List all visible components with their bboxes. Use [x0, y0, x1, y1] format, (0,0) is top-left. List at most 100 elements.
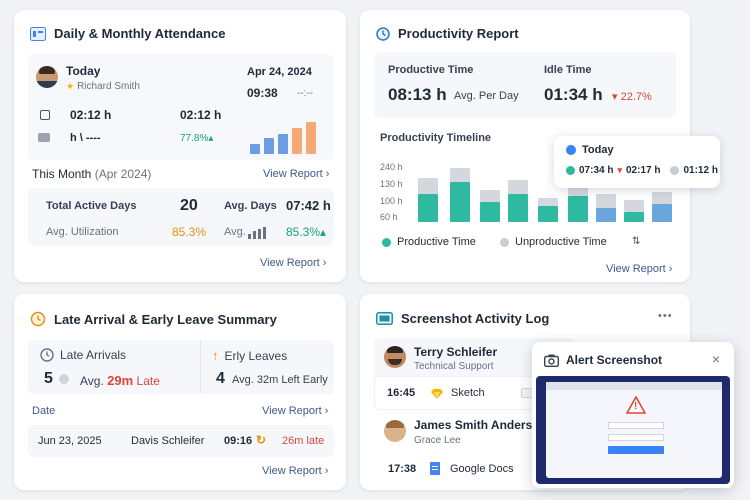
unproductive-bar [508, 180, 528, 194]
avg-per-day: Avg. Per Day [454, 90, 519, 102]
view-report-link-2[interactable]: View Report › [260, 257, 327, 269]
view-report-link[interactable]: View Report › [263, 168, 330, 180]
clock-dashes: --:-- [297, 88, 314, 99]
avg-days: 07:42 h [286, 198, 331, 213]
alert-preview[interactable]: ! [536, 376, 730, 484]
today-panel: Today ★ Richard Smith 02:12 h 02:12 h h … [28, 54, 334, 160]
mini-bar [250, 144, 260, 154]
unproductive-bar [568, 186, 588, 196]
y-label: 60 h [380, 212, 398, 222]
early-avg: Avg. 32m Left Early [232, 374, 328, 386]
productive-bar [624, 212, 644, 222]
productive-bar [508, 194, 528, 222]
down-arrow-icon: ▾ [617, 165, 622, 175]
sketch-icon [431, 387, 443, 399]
google-docs-icon [430, 462, 440, 475]
productive-time-label: Productive Time [388, 64, 474, 76]
mini-bar [278, 134, 288, 154]
late-avg: Avg. 29m Late [80, 373, 160, 388]
user1-time: 16:45 [387, 387, 416, 399]
early-count: 4 [216, 370, 225, 387]
unproductive-bar [418, 178, 438, 194]
filter-icon[interactable]: ⇅ [632, 236, 641, 247]
date-label: Date [32, 405, 56, 417]
late-row: Jun 23, 2025 Davis Schleifer 09:16 ↻ 26m… [28, 425, 334, 457]
late-stats-panel: Late Arrivals 5 Avg. 29m Late ↑ Erly Lea… [28, 340, 334, 394]
total-active-days: 20 [180, 197, 198, 214]
productivity-title: Productivity Report [376, 26, 519, 41]
view-report-link-4[interactable]: View Report › [262, 405, 329, 417]
checkbox-icon [40, 110, 50, 120]
productive-bar [652, 204, 672, 222]
row-name: Davis Schleifer [131, 435, 205, 447]
unproductive-bar [450, 168, 470, 182]
camera-icon [544, 354, 559, 367]
late-arrivals-label: Late Arrivals [40, 348, 126, 362]
more-options-icon[interactable]: ••• [658, 310, 673, 322]
avatar [36, 66, 58, 88]
productive-bar [480, 202, 500, 222]
user1-avatar [384, 346, 406, 368]
user1-role: Technical Support [414, 361, 494, 372]
up-arrow-icon: ↑ [212, 348, 219, 363]
y-label: 100 h [380, 196, 403, 206]
alert-screenshot-popup: Alert Screenshot × ! [532, 342, 734, 488]
productive-bar [450, 182, 470, 222]
pie-icon [59, 374, 69, 384]
view-report-link-5[interactable]: View Report › [262, 465, 329, 477]
user-name: ★ Richard Smith [66, 81, 140, 92]
time-right: 02:12 h [180, 108, 222, 122]
user1-app: Sketch [451, 387, 485, 399]
screen-icon [376, 312, 393, 325]
avg-label: Avg. [224, 226, 246, 238]
user2-time: 17:38 [388, 463, 417, 475]
today-dot-icon [566, 145, 576, 155]
avg-days-label: Avg. Days [224, 200, 277, 212]
close-icon[interactable]: × [712, 351, 721, 367]
idle-time: 01:34 h [544, 85, 603, 104]
y-label: 240 h [380, 162, 403, 172]
monitor-icon [38, 133, 50, 142]
month-label: This Month (Apr 2024) [32, 167, 152, 181]
tooltip-values: 07:34 h ▾ 02:17 h 01:12 h [566, 165, 718, 176]
mini-bar [306, 122, 316, 154]
row-late: 26m late [282, 435, 325, 447]
calendar-icon [30, 26, 46, 41]
alarm-clock-icon [30, 311, 46, 327]
unproductive-bar [652, 192, 672, 204]
mini-bar [292, 128, 302, 154]
mini-bar [264, 138, 274, 154]
today-tooltip: Today 07:34 h ▾ 02:17 h 01:12 h [554, 136, 720, 188]
unproductive-bar [538, 198, 558, 206]
preview-field [608, 422, 664, 429]
productivity-stats-panel: Productive Time 08:13 h Avg. Per Day Idl… [374, 52, 676, 118]
time-in: 02:12 h [70, 108, 112, 122]
clock-icon [376, 26, 390, 41]
productive-time: 08:13 h [388, 85, 447, 104]
row-date: Jun 23, 2025 [38, 435, 102, 447]
divider [200, 340, 201, 394]
tooltip-title: Today [566, 144, 614, 156]
attendance-title: Daily & Monthly Attendance [30, 26, 225, 41]
legend-productive: Productive Time [382, 236, 476, 248]
star-icon: ★ [66, 81, 75, 91]
productive-bar [418, 194, 438, 222]
clock-outline-icon [40, 348, 54, 362]
avg-value2: 85.3%▴ [286, 225, 327, 239]
productive-bar [568, 196, 588, 222]
tooltip-idle-dot-icon [670, 166, 680, 175]
late-clock-icon: ↻ [256, 433, 267, 447]
user2-name: James Smith Anders [414, 418, 533, 432]
preview-field [608, 434, 664, 441]
late-count: 5 [44, 370, 53, 387]
month-stats-panel: Total Active Days 20 Avg. Days 07:42 h A… [28, 188, 334, 246]
idle-change: ▾ 22.7% [612, 91, 652, 103]
attendance-percent: 77.8%▴ [180, 133, 214, 144]
unproductive-bar [596, 194, 616, 208]
mini-chart-icon [248, 226, 266, 244]
alert-title: Alert Screenshot [544, 353, 662, 367]
tooltip-productive-dot-icon [566, 166, 575, 175]
row-time: 09:16 [224, 435, 253, 447]
legend-unproductive: Unproductive Time [500, 236, 607, 248]
view-report-link-3[interactable]: View Report › [606, 263, 673, 275]
